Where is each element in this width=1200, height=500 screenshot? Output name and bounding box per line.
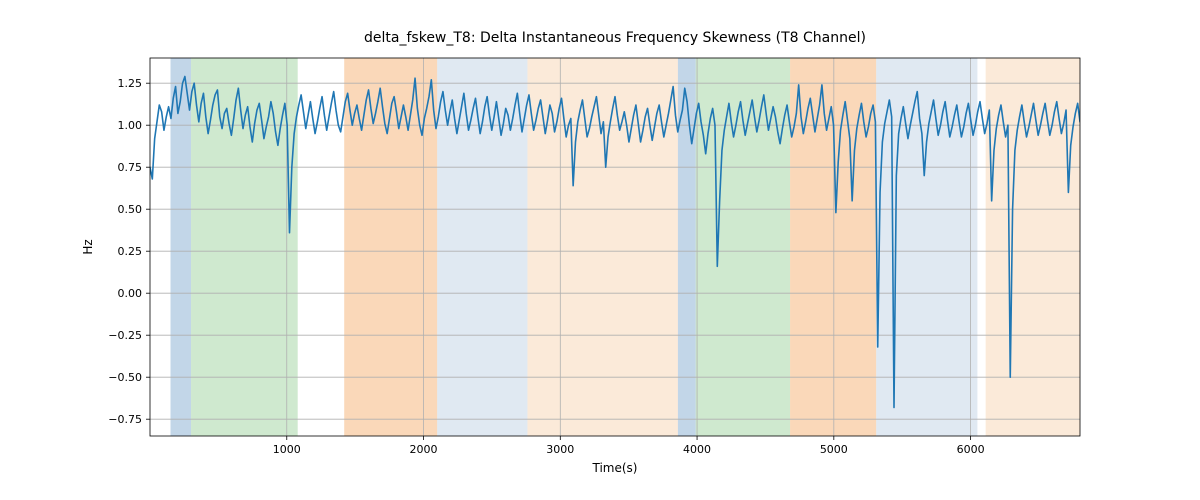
x-tick-label: 6000 bbox=[957, 443, 985, 456]
y-tick-label: −0.50 bbox=[108, 371, 142, 384]
x-tick-label: 2000 bbox=[410, 443, 438, 456]
y-axis-label: Hz bbox=[81, 239, 95, 254]
chart-container: 1000 2000 3000 4000 5000 6000 −0.75 −0.50 −0.25 0… bbox=[0, 0, 1200, 500]
y-tick-label: 1.00 bbox=[118, 119, 143, 132]
y-tick-label: −0.25 bbox=[108, 329, 142, 342]
y-tick-label: 0.00 bbox=[118, 287, 143, 300]
x-tick-label: 3000 bbox=[546, 443, 574, 456]
y-tick-label: 0.50 bbox=[118, 203, 143, 216]
x-tick-label: 1000 bbox=[273, 443, 301, 456]
x-tick-label: 5000 bbox=[820, 443, 848, 456]
chart-title: delta_fskew_T8: Delta Instantaneous Freq… bbox=[364, 30, 866, 46]
x-tick-label: 4000 bbox=[683, 443, 711, 456]
y-tick-label: 0.75 bbox=[118, 161, 143, 174]
y-tick-label: −0.75 bbox=[108, 413, 142, 426]
band-0 bbox=[171, 58, 192, 436]
band-1 bbox=[191, 58, 298, 436]
x-axis-label: Time(s) bbox=[592, 461, 638, 475]
chart-svg: 1000 2000 3000 4000 5000 6000 −0.75 −0.50 −0.25 0… bbox=[0, 0, 1200, 500]
band-4 bbox=[527, 58, 677, 436]
y-tick-label: 0.25 bbox=[118, 245, 143, 258]
y-tick-label: 1.25 bbox=[118, 77, 143, 90]
